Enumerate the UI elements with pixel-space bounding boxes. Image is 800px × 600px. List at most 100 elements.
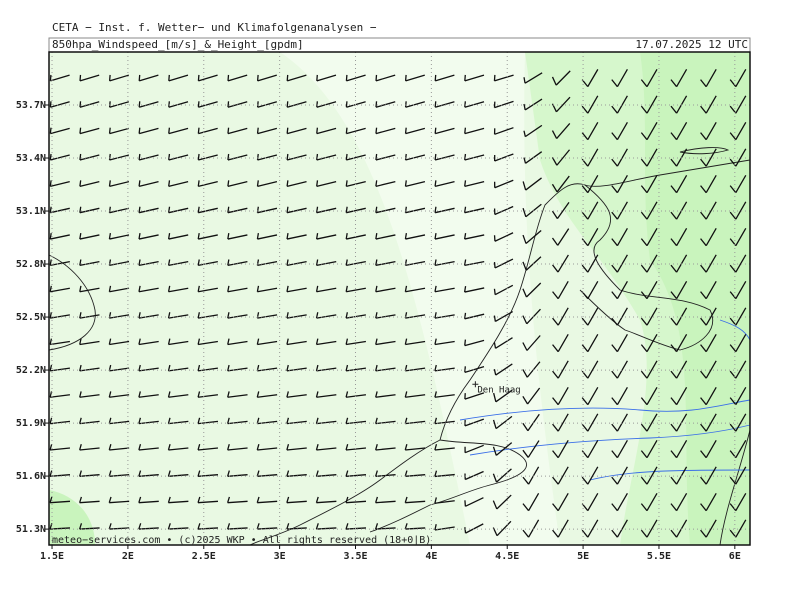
wind-barb [522,203,542,218]
wind-barb [522,361,541,378]
wind-barb [138,391,159,398]
wind-barb [464,180,485,187]
wind-barb [493,179,514,189]
wind-barb [286,391,307,398]
wind-barb [79,206,100,214]
wind-barb [375,285,396,293]
wind-barb [434,364,455,372]
wind-barb [256,180,278,187]
wind-barb [138,101,159,108]
wind-barb [434,101,455,108]
wind-barb [700,122,717,141]
wind-barb [551,70,571,86]
x-tick-label: 5E [577,551,589,562]
wind-barb [670,440,688,459]
wind-barb [492,442,513,456]
wind-barb [315,470,337,477]
wind-barb [464,339,485,347]
wind-barb [434,497,455,504]
wind-barb [464,127,485,135]
wind-barb [551,175,570,193]
wind-barb [108,74,129,82]
wind-barb [375,312,396,319]
wind-barb [581,122,599,141]
wind-barb [611,413,628,432]
wind-barb [493,337,513,349]
wind-barb [227,496,248,504]
wind-barb [464,444,484,454]
wind-barb [404,180,426,187]
wind-barb [522,466,540,485]
wind-barb [138,285,159,293]
wind-barb [167,259,189,267]
wind-barb [670,201,688,220]
wind-barb [404,74,425,82]
wind-barb [168,153,189,161]
wind-barb [463,286,485,293]
coast-nl [249,159,751,546]
wind-barb [493,100,514,109]
wind-barb [168,180,189,187]
shade-light [280,52,560,545]
wind-barb [316,101,337,108]
wind-barb [434,285,455,293]
wind-barb [375,338,396,346]
wind-barb [375,206,396,214]
wind-barb [611,387,628,406]
wind-barb [286,470,307,477]
wind-barb [167,233,189,240]
wind-barb [138,444,159,451]
wind-barb [670,122,688,141]
wind-barb [640,254,658,273]
wind-barb [700,281,717,300]
wind-barb [138,338,159,346]
wind-barb [256,153,278,161]
wind-barb [79,259,100,267]
wind-barb [670,228,688,247]
wind-barb [640,387,658,406]
wind-barb [167,364,189,372]
wind-barb [700,148,717,167]
wind-barb [345,153,366,161]
wind-barb [316,206,337,214]
wind-barb [640,360,658,379]
wind-barb [404,496,426,504]
wind-barb [611,440,628,459]
wind-barb [434,259,455,267]
wind-barb [611,175,628,194]
wind-barb [523,98,543,111]
wind-barb [729,281,747,300]
wind-barb [375,233,396,240]
wind-barb [670,69,688,88]
wind-barb [345,233,366,240]
wind-barb [640,334,658,353]
wind-barb [79,101,100,108]
wind-barb [227,74,248,82]
wind-barb [640,281,658,300]
wind-barb [197,444,219,451]
wind-barb [729,334,747,353]
wind-barb [522,387,541,405]
ijsselmeer [579,184,714,351]
wind-barb [552,254,569,273]
wind-barb [404,233,426,240]
wind-barb [611,254,628,273]
wind-barb [256,206,278,214]
wind-barb [552,440,569,459]
wind-barb [404,470,426,477]
y-tick-label: 52.2N [16,365,46,376]
wind-barb [167,417,189,425]
wind-barb [197,153,218,161]
wind-barb [670,254,688,273]
wind-barb [374,523,396,530]
wind-barb [434,153,455,161]
wind-barb [108,496,130,504]
wind-barb [315,338,337,346]
wind-barb [345,338,366,346]
wind-barb [464,366,485,373]
map [48,52,751,546]
wind-barb [523,124,543,138]
wind-barb [138,127,159,135]
wind-barb [700,466,717,485]
wind-barb [700,254,717,273]
